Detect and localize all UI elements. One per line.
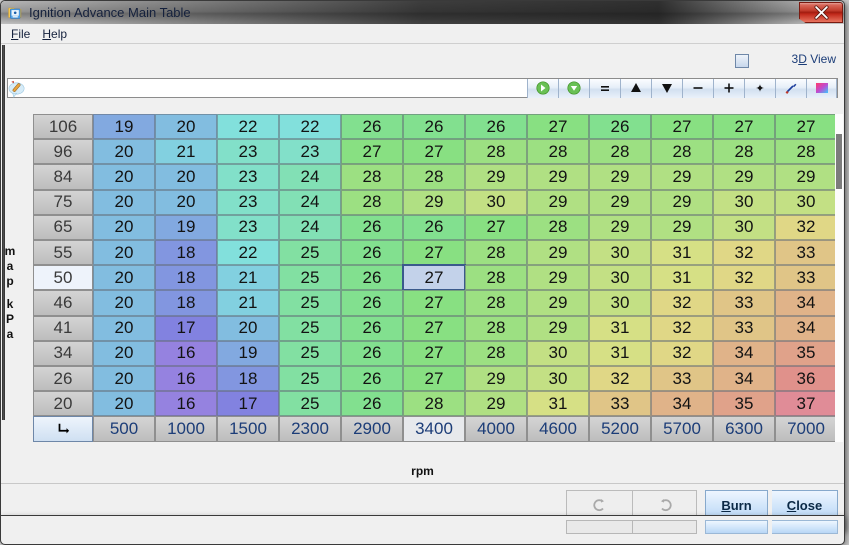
svg-text:✦: ✦ <box>755 83 764 95</box>
